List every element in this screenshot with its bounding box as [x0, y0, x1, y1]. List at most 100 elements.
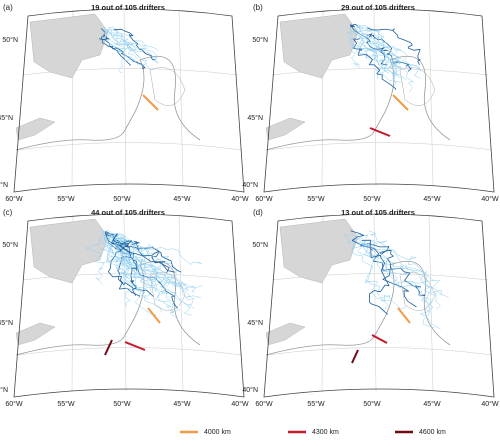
lon-label: 45°W: [423, 195, 441, 203]
lon-label: 60°W: [255, 400, 273, 408]
panel-title: 44 out of 105 drifters: [91, 208, 165, 217]
drifter-track: [362, 233, 449, 298]
graticule: [271, 68, 489, 76]
lat-label: 45°N: [247, 114, 263, 122]
graticule: [271, 273, 489, 281]
drifter-track: [361, 33, 399, 77]
drifter-track: [105, 236, 158, 292]
lat-label: 50°N: [252, 36, 268, 44]
drifter-track: [367, 26, 421, 79]
lon-label: 45°W: [423, 400, 441, 408]
drifter-track: [343, 234, 443, 297]
drifter-track: [104, 235, 163, 281]
panel-label: (b): [253, 3, 263, 12]
graticule: [21, 273, 239, 281]
map-panel: (b) 29 out of 105 drifters 50°N 45°N 40°N 60°…: [242, 3, 499, 203]
graticule: [16, 142, 243, 151]
lon-label: 55°W: [57, 195, 75, 203]
drifter-track: [103, 238, 146, 298]
lon-label: 45°W: [173, 400, 191, 408]
drifter-track: [362, 34, 421, 72]
lon-label: 40°W: [231, 400, 249, 408]
legend-label: 4600 km: [419, 429, 446, 436]
lon-label: 50°W: [363, 195, 381, 203]
drifter-track: [105, 236, 175, 281]
drifter-track: [114, 234, 202, 265]
drifter-track: [107, 232, 183, 290]
drifter-track: [99, 38, 146, 70]
drifter-track: [349, 23, 389, 66]
distance-marker: [147, 307, 161, 324]
isobath: [15, 260, 201, 356]
drifter-track: [350, 230, 425, 296]
drifter-track: [348, 29, 390, 74]
drifter-track: [352, 37, 402, 75]
graticule: [373, 214, 377, 392]
drifter-track: [366, 33, 412, 72]
lat-label: 50°N: [2, 241, 18, 249]
drifter-track: [349, 37, 397, 88]
lat-label: 40°N: [242, 386, 258, 394]
map-panel: (c) 44 out of 105 drifters 50°N 45°N 40°N 60°…: [0, 208, 249, 408]
frame: [263, 8, 495, 193]
drifter-track: [350, 234, 441, 330]
lon-label: 60°W: [255, 195, 273, 203]
drifter-track: [113, 237, 131, 307]
drifter-track: [111, 238, 179, 310]
drifter-track: [361, 239, 390, 315]
drifter-track: [109, 31, 136, 62]
graticule: [266, 347, 493, 356]
drifter-track: [366, 230, 435, 281]
frame: [13, 8, 245, 193]
lon-label: 40°W: [481, 195, 499, 203]
drifter-track: [113, 33, 159, 64]
lat-label: 40°N: [0, 181, 8, 189]
lat-label: 50°N: [252, 241, 268, 249]
distance-marker: [397, 307, 411, 324]
graticule: [16, 347, 243, 356]
lon-label: 40°W: [481, 400, 499, 408]
drifter-track: [114, 240, 201, 298]
distance-marker: [142, 94, 159, 111]
lat-label: 45°N: [0, 114, 13, 122]
drifter-track: [114, 37, 148, 64]
lon-label: 55°W: [307, 400, 325, 408]
graticule: [21, 68, 239, 76]
panel-label: (a): [3, 3, 13, 12]
graticule: [266, 142, 493, 151]
map-panel: (d) 13 out of 105 drifters 50°N 45°N 40°N 60°…: [242, 208, 499, 408]
land: [15, 322, 56, 346]
drifter-track: [359, 24, 407, 81]
drifter-track: [351, 233, 389, 311]
panel-title: 29 out of 105 drifters: [341, 3, 415, 12]
drifter-track: [366, 27, 421, 66]
lon-label: 60°W: [5, 195, 23, 203]
lon-label: 50°W: [113, 400, 131, 408]
lon-label: 55°W: [57, 400, 75, 408]
legend-label: 4300 km: [312, 429, 339, 436]
lat-label: 40°N: [0, 386, 8, 394]
drifter-track: [100, 38, 156, 71]
panel-title: 13 out of 105 drifters: [341, 208, 415, 217]
panel-label: (c): [3, 208, 13, 217]
isobath: [15, 55, 201, 151]
drifter-track: [113, 242, 161, 264]
land: [15, 117, 56, 141]
distance-marker: [124, 341, 146, 351]
panel-title: 19 out of 105 drifters: [91, 3, 165, 12]
lon-label: 40°W: [231, 195, 249, 203]
lon-label: 55°W: [307, 195, 325, 203]
isobath: [149, 67, 186, 106]
drifter-track: [113, 28, 155, 61]
drifter-track: [105, 233, 138, 296]
legend-label: 4000 km: [204, 429, 231, 436]
lat-label: 40°N: [242, 181, 258, 189]
drifter-track: [357, 243, 440, 313]
lat-label: 45°N: [0, 319, 13, 327]
isobath: [399, 67, 436, 106]
map-panel: (a) 19 out of 105 drifters 50°N 45°N 40°N 60°…: [0, 3, 249, 203]
lon-label: 50°W: [113, 195, 131, 203]
drifter-track: [104, 231, 176, 273]
frame: [263, 213, 495, 398]
